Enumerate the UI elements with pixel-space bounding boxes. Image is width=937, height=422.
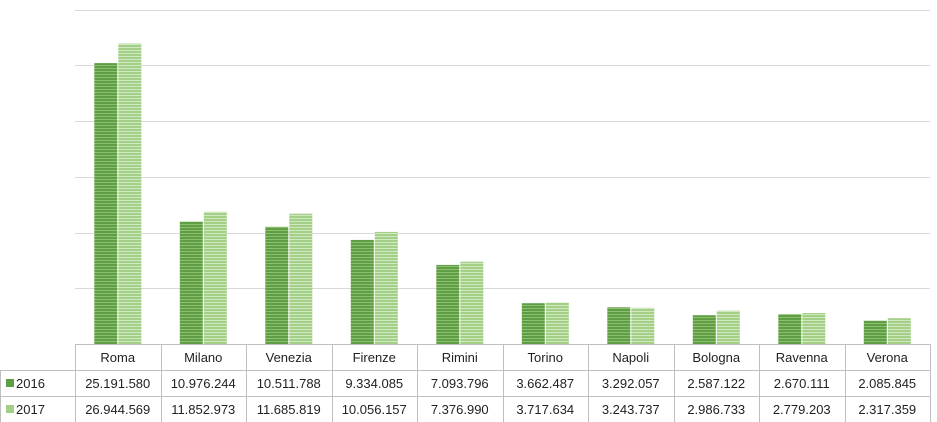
legend-label: 2017 (16, 402, 45, 417)
data-label: 2.986.733 (687, 402, 745, 417)
bar-2016-verona (863, 320, 887, 344)
bar-2017-firenze (374, 231, 398, 344)
legend-key-2016 (6, 379, 14, 387)
category-label: Firenze (353, 350, 396, 365)
bar-2017-verona (887, 318, 911, 344)
bar-2016-ravenna (778, 314, 802, 344)
data-label: 3.717.634 (516, 402, 574, 417)
bar-2016-milano (179, 221, 203, 344)
data-label: 7.093.796 (431, 376, 489, 391)
gridlines (75, 10, 930, 289)
legend-label: 2016 (16, 376, 45, 391)
data-label: 2.587.122 (687, 376, 745, 391)
bar-2017-roma (118, 43, 142, 344)
category-label: Rimini (442, 350, 478, 365)
legend-key-2017 (6, 405, 14, 413)
bar-2016-torino (521, 303, 545, 344)
data-label: 2.670.111 (774, 376, 830, 391)
bar-2016-firenze (350, 239, 374, 344)
data-label: 26.944.569 (85, 402, 150, 417)
bar-2017-torino (545, 302, 569, 344)
category-label: Milano (184, 350, 222, 365)
data-label: 10.976.244 (171, 376, 236, 391)
bars (94, 43, 911, 344)
category-label: Torino (528, 350, 563, 365)
bar-2016-bologna (692, 315, 716, 344)
category-label: Venezia (266, 350, 313, 365)
category-label: Verona (867, 350, 909, 365)
data-label: 3.662.487 (516, 376, 574, 391)
data-label: 11.852.973 (171, 402, 235, 417)
category-label: Napoli (612, 350, 649, 365)
data-label: 10.511.788 (257, 376, 321, 391)
category-label: Roma (100, 350, 135, 365)
bar-2016-roma (94, 63, 118, 344)
category-label: Ravenna (776, 350, 829, 365)
bar-2016-venezia (265, 226, 289, 344)
data-label: 3.292.057 (602, 376, 660, 391)
data-label: 11.685.819 (257, 402, 321, 417)
bar-2017-ravenna (802, 313, 826, 344)
data-label: 3.243.737 (602, 402, 660, 417)
bar-2016-rimini (436, 264, 460, 344)
data-label: 25.191.580 (85, 376, 150, 391)
data-label: 7.376.990 (431, 402, 489, 417)
data-table: Roma Milano Venezia Firenze Rimini Torino Napo… (0, 344, 931, 422)
category-label: Bologna (692, 350, 740, 365)
bar-2016-napoli (607, 307, 631, 344)
data-label: 10.056.157 (342, 402, 407, 417)
bar-2017-venezia (289, 213, 313, 344)
data-label: 2.779.203 (773, 402, 831, 417)
bar-2017-napoli (631, 307, 655, 344)
data-label: 2.085.845 (858, 376, 916, 391)
bar-2017-rimini (460, 261, 484, 344)
bar-2017-milano (203, 211, 227, 344)
data-label: 2.317.359 (858, 402, 916, 417)
bar-2017-bologna (716, 310, 740, 344)
data-label: 9.334.085 (345, 376, 403, 391)
